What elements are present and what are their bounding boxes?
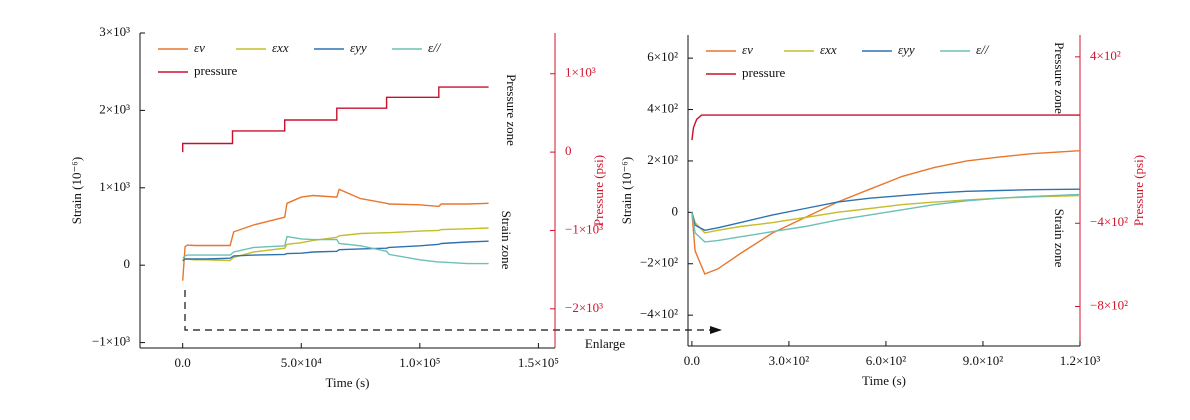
y-tick-label: −4×10² [640, 306, 678, 321]
y2-tick-label: 4×10² [1090, 48, 1121, 63]
y-tick-label: 4×10² [647, 101, 678, 116]
y2-tick-label: −2×10³ [565, 300, 603, 315]
y-tick-label: −1×10³ [92, 334, 130, 349]
legend-label: εyy [350, 40, 367, 55]
y2-tick-label: 1×10³ [565, 65, 596, 80]
x-tick-label: 5.0×10⁴ [281, 355, 323, 370]
y-axis-label: Strain (10⁻⁶) [69, 157, 84, 224]
series-line [182, 240, 489, 262]
zone-annotation: Strain zone [499, 211, 514, 270]
x-tick-label: 1.5×10⁵ [518, 355, 559, 370]
y2-tick-label: −8×10² [1090, 297, 1128, 312]
legend-label: ε// [428, 40, 442, 55]
legend-label: εv [194, 40, 205, 55]
legend-label: pressure [194, 63, 238, 78]
enlarge-label: Enlarge [585, 336, 625, 351]
y2-axis-label: Pressure (psi) [591, 155, 606, 226]
y-tick-label: 2×10² [647, 152, 678, 167]
y-axis-label: Strain (10⁻⁶) [619, 157, 634, 224]
zone-annotation: Pressure zone [504, 74, 519, 146]
x-tick-label: 0.0 [175, 355, 191, 370]
y-tick-label: 6×10² [647, 49, 678, 64]
legend-label: ε// [976, 42, 990, 57]
zone-annotation: Pressure zone [1052, 42, 1067, 114]
series-line [691, 114, 1080, 141]
zone-annotation: Strain zone [1052, 209, 1067, 268]
series-line [182, 86, 489, 153]
y-tick-label: 1×10³ [99, 179, 130, 194]
series-line [691, 193, 1081, 243]
y-tick-label: 0 [124, 256, 131, 271]
x-tick-label: 3.0×10² [769, 353, 810, 368]
x-axis-label: Time (s) [862, 373, 906, 388]
series-line [182, 188, 489, 281]
enlarge-arrow [184, 290, 712, 331]
series-line [691, 194, 1081, 234]
y-tick-label: 2×10³ [99, 101, 130, 116]
x-axis-label: Time (s) [326, 375, 370, 390]
y2-tick-label: −4×10² [1090, 214, 1128, 229]
series-line [691, 188, 1081, 232]
x-tick-label: 6.0×10² [866, 353, 907, 368]
legend-label: εxx [820, 42, 837, 57]
y2-tick-label: 0 [565, 143, 572, 158]
enlarge-arrowhead [710, 326, 722, 334]
x-tick-label: 9.0×10² [963, 353, 1004, 368]
series-line [182, 235, 489, 265]
legend-label: εxx [272, 40, 289, 55]
y2-tick-label: −1×10³ [565, 221, 603, 236]
y-tick-label: −2×10² [640, 255, 678, 270]
y2-axis-label: Pressure (psi) [1131, 155, 1146, 226]
legend-label: pressure [742, 65, 786, 80]
x-tick-label: 0.0 [684, 353, 700, 368]
legend-label: εv [742, 42, 753, 57]
y-tick-label: 0 [672, 203, 679, 218]
x-tick-label: 1.2×10³ [1060, 353, 1101, 368]
x-tick-label: 1.0×10⁵ [399, 355, 440, 370]
series-line [182, 227, 489, 262]
y-tick-label: 3×10³ [99, 24, 130, 39]
legend-label: εyy [898, 42, 915, 57]
